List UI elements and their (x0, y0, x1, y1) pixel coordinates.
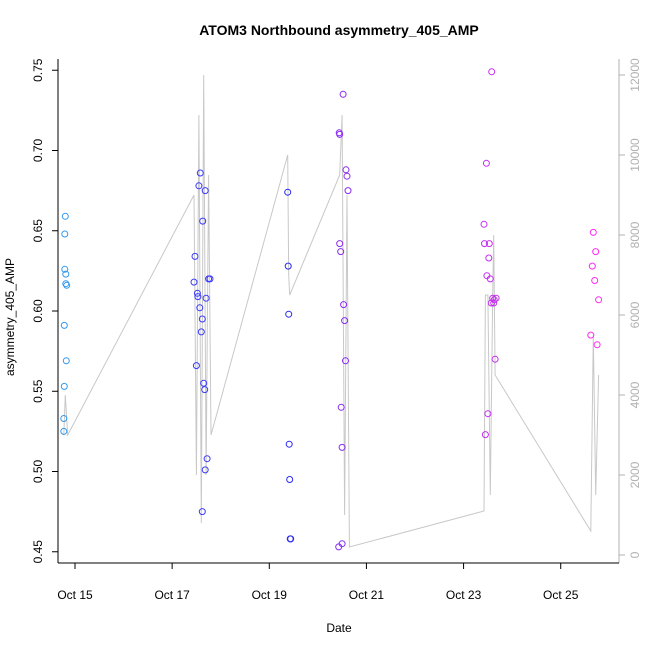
data-point (198, 315, 206, 323)
data-point (337, 248, 345, 256)
scatter-points (60, 68, 603, 551)
data-point (338, 443, 346, 451)
data-point (587, 331, 595, 339)
data-point (285, 310, 293, 318)
data-point (591, 277, 599, 284)
data-point (192, 362, 200, 370)
data-point (62, 357, 70, 365)
data-point (284, 188, 292, 196)
data-point (344, 187, 352, 195)
data-point (486, 275, 494, 283)
data-point (485, 240, 493, 248)
data-point (194, 293, 202, 301)
data-point (492, 294, 500, 302)
data-point (60, 321, 68, 329)
data-point (201, 466, 209, 474)
data-point (61, 212, 69, 220)
data-point (343, 172, 351, 180)
y2-tick-label: 8000 (628, 221, 642, 248)
x-axis-ticks: Oct 15 Oct 17 Oct 19 Oct 21 Oct 23 Oct 25 (57, 563, 579, 602)
data-point (199, 217, 207, 225)
data-point (203, 455, 211, 463)
data-point (481, 431, 489, 439)
data-point (336, 130, 344, 138)
y2-tick-label: 0 (628, 551, 642, 558)
y-tick-label: 0.60 (31, 299, 45, 323)
data-point (491, 355, 499, 363)
x-tick-label: Oct 17 (154, 588, 190, 602)
count-line-series (63, 74, 600, 548)
plot-area (57, 59, 620, 564)
x-tick-label: Oct 21 (349, 588, 385, 602)
data-point (285, 440, 293, 448)
data-point (60, 427, 68, 435)
data-point (201, 187, 209, 195)
y2-tick-label: 2000 (628, 461, 642, 488)
data-point (195, 182, 203, 190)
data-point (202, 294, 210, 302)
y2-tick-label: 4000 (628, 381, 642, 408)
x-tick-label: Oct 25 (543, 588, 579, 602)
data-point (340, 301, 348, 309)
data-point (61, 230, 69, 238)
data-point (488, 68, 496, 76)
y-tick-label: 0.45 (31, 540, 45, 564)
data-point (200, 379, 208, 387)
data-point (593, 341, 601, 349)
data-point (201, 386, 209, 394)
data-point (339, 90, 347, 98)
data-point (485, 254, 493, 262)
y2-tick-label: 6000 (628, 301, 642, 328)
y-axis-ticks: 0.45 0.50 0.55 0.60 0.65 0.70 0.75 (31, 58, 58, 563)
y-axis-label: asymmetry_405_AMP (3, 258, 17, 376)
data-point (191, 252, 199, 260)
data-point (63, 281, 71, 289)
y-tick-label: 0.50 (31, 460, 45, 484)
data-point (341, 317, 349, 325)
data-point (338, 540, 346, 548)
data-point (198, 508, 206, 516)
y2-tick-label: 12000 (628, 58, 642, 92)
y-tick-label: 0.55 (31, 379, 45, 403)
data-point (342, 166, 350, 174)
y2-tick-label: 10000 (628, 138, 642, 172)
data-point (337, 403, 345, 411)
data-point (286, 476, 294, 483)
y-tick-label: 0.70 (31, 138, 45, 162)
data-point (489, 294, 497, 302)
count-line (63, 74, 600, 548)
data-point (60, 382, 68, 390)
data-point (481, 240, 488, 248)
y-tick-label: 0.75 (31, 58, 45, 82)
x-tick-label: Oct 15 (57, 588, 93, 602)
x-tick-label: Oct 23 (446, 588, 482, 602)
data-point (342, 357, 349, 365)
data-point (62, 270, 70, 278)
y2-axis-ticks: 0 2000 4000 6000 8000 10000 12000 (619, 58, 642, 558)
data-point (206, 275, 214, 283)
data-point (589, 228, 597, 236)
data-point (190, 278, 198, 286)
data-point (592, 248, 600, 256)
data-point (284, 262, 292, 270)
data-point (287, 535, 295, 543)
data-point (197, 328, 205, 336)
data-point (482, 159, 490, 167)
data-point (196, 304, 204, 312)
data-point (61, 265, 69, 273)
data-point (480, 220, 488, 228)
y-tick-label: 0.65 (31, 219, 45, 243)
data-point (595, 296, 603, 304)
data-point (588, 262, 596, 270)
x-axis-label: Date (326, 621, 352, 635)
data-point (60, 415, 68, 422)
x-tick-label: Oct 19 (252, 588, 288, 602)
data-point (484, 410, 492, 418)
data-point (336, 240, 344, 248)
data-point (193, 289, 201, 297)
data-point (196, 169, 204, 177)
chart-title: ATOM3 Northbound asymmetry_405_AMP (199, 22, 479, 38)
data-point (490, 296, 498, 304)
